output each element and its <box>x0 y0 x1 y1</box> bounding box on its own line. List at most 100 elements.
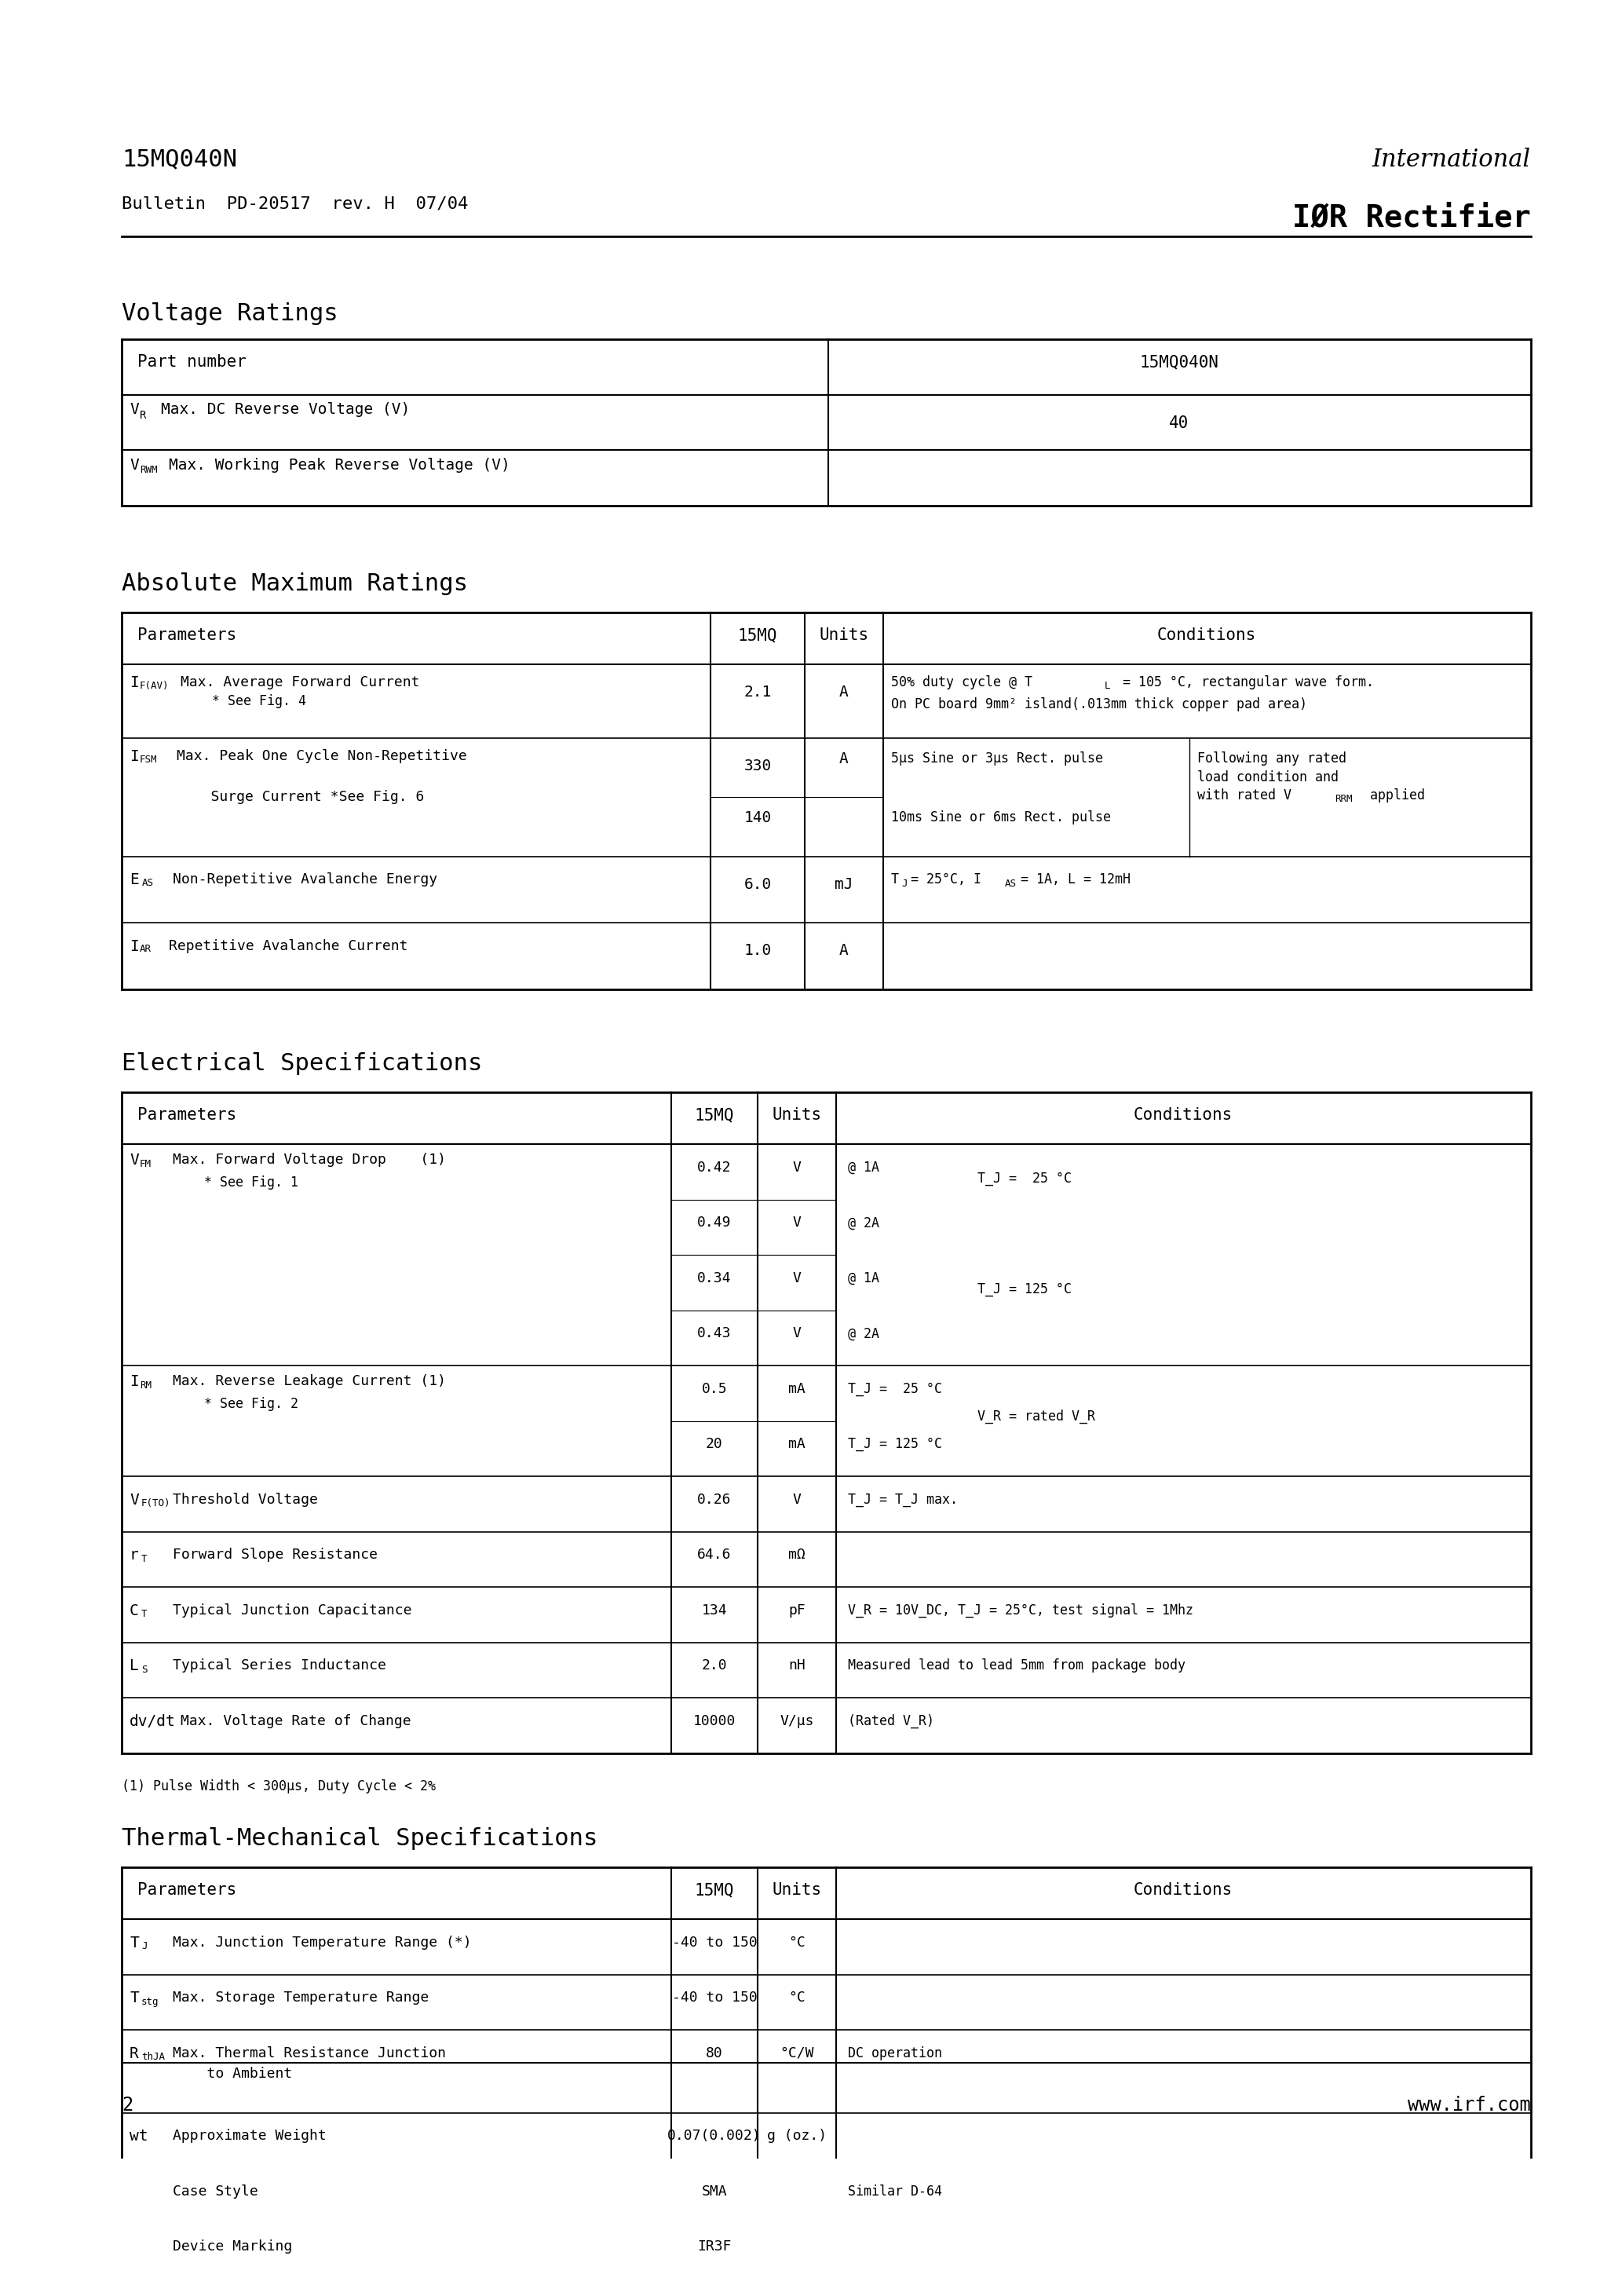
Text: Parameters: Parameters <box>138 627 237 643</box>
Text: E: E <box>130 872 139 889</box>
Text: 0.49: 0.49 <box>697 1217 732 1231</box>
Text: RRM: RRM <box>1335 794 1353 804</box>
Text: 15MQ: 15MQ <box>694 1107 735 1123</box>
Text: Case Style: Case Style <box>172 2183 258 2200</box>
Text: (1) Pulse Width < 300μs, Duty Cycle < 2%: (1) Pulse Width < 300μs, Duty Cycle < 2% <box>122 1779 436 1793</box>
Text: Approximate Weight: Approximate Weight <box>172 2128 326 2142</box>
Text: Measured lead to lead 5mm from package body: Measured lead to lead 5mm from package b… <box>848 1658 1186 1674</box>
Text: C: C <box>130 1603 139 1619</box>
Text: T_J =  25 °C: T_J = 25 °C <box>848 1382 942 1396</box>
Text: T_J =  25 °C: T_J = 25 °C <box>978 1171 1072 1185</box>
Text: pF: pF <box>788 1603 806 1616</box>
Text: T: T <box>130 1936 139 1949</box>
Text: 0.34: 0.34 <box>697 1272 732 1286</box>
Text: RM: RM <box>139 1380 151 1391</box>
Text: A: A <box>839 944 848 957</box>
Text: Max. Storage Temperature Range: Max. Storage Temperature Range <box>172 1991 428 2004</box>
Text: 15MQ040N: 15MQ040N <box>1140 354 1218 370</box>
Text: @ 2A: @ 2A <box>848 1217 879 1231</box>
Text: F(TO): F(TO) <box>141 1499 170 1508</box>
Text: AS: AS <box>1006 879 1017 889</box>
Text: V: V <box>130 1492 139 1508</box>
Text: I: I <box>130 675 139 691</box>
Text: Surge Current *See Fig. 6: Surge Current *See Fig. 6 <box>177 790 425 804</box>
Text: A: A <box>839 684 848 700</box>
Text: * See Fig. 2: * See Fig. 2 <box>172 1396 298 1410</box>
Text: T_J = 125 °C: T_J = 125 °C <box>848 1437 942 1451</box>
Text: Device Marking: Device Marking <box>172 2239 292 2255</box>
Text: °C: °C <box>788 1991 806 2004</box>
Text: 20: 20 <box>706 1437 723 1451</box>
Text: * See Fig. 1: * See Fig. 1 <box>172 1176 298 1189</box>
Text: V: V <box>793 1159 801 1176</box>
Text: F(AV): F(AV) <box>139 680 169 691</box>
Text: V: V <box>793 1272 801 1286</box>
Text: to Ambient: to Ambient <box>172 2066 292 2080</box>
Text: Units: Units <box>772 1107 822 1123</box>
Text: 2.0: 2.0 <box>702 1658 727 1674</box>
Text: Conditions: Conditions <box>1134 1883 1233 1899</box>
Text: V: V <box>793 1492 801 1506</box>
Text: V: V <box>793 1327 801 1341</box>
Text: dv/dt: dv/dt <box>130 1715 175 1729</box>
Text: 15MQ: 15MQ <box>694 1883 735 1899</box>
Text: DC operation: DC operation <box>848 2046 942 2060</box>
Text: www.irf.com: www.irf.com <box>1408 2096 1531 2115</box>
Text: (Rated V_R): (Rated V_R) <box>848 1715 934 1729</box>
Text: 80: 80 <box>706 2046 723 2060</box>
Text: Electrical Specifications: Electrical Specifications <box>122 1052 482 1075</box>
Text: V: V <box>793 1217 801 1231</box>
Text: Voltage Ratings: Voltage Ratings <box>122 303 337 326</box>
Text: Similar D-64: Similar D-64 <box>848 2183 942 2200</box>
Text: Conditions: Conditions <box>1156 627 1257 643</box>
Text: = 25°C, I: = 25°C, I <box>910 872 981 886</box>
Text: 6.0: 6.0 <box>744 877 772 891</box>
Text: Max. Working Peak Reverse Voltage (V): Max. Working Peak Reverse Voltage (V) <box>169 457 509 473</box>
Text: 330: 330 <box>744 760 772 774</box>
Text: V/μs: V/μs <box>780 1715 814 1729</box>
Text: 5μs Sine or 3μs Rect. pulse: 5μs Sine or 3μs Rect. pulse <box>890 751 1103 765</box>
Text: Parameters: Parameters <box>138 1883 237 1899</box>
Text: IØR Rectifier: IØR Rectifier <box>1293 202 1531 232</box>
Text: Max. Peak One Cycle Non-Repetitive: Max. Peak One Cycle Non-Repetitive <box>177 748 467 762</box>
Text: wt: wt <box>130 2128 148 2144</box>
Text: thJA: thJA <box>141 2053 165 2062</box>
Text: 0.43: 0.43 <box>697 1327 732 1341</box>
Text: L: L <box>1105 680 1111 691</box>
Text: Absolute Maximum Ratings: Absolute Maximum Ratings <box>122 572 467 595</box>
Text: Units: Units <box>819 627 869 643</box>
Text: V: V <box>130 1153 139 1169</box>
Text: Following any rated: Following any rated <box>1197 751 1346 765</box>
Text: = 105 °C, rectangular wave form.: = 105 °C, rectangular wave form. <box>1114 675 1374 689</box>
Text: Max. Voltage Rate of Change: Max. Voltage Rate of Change <box>180 1715 410 1729</box>
Text: International: International <box>1372 147 1531 172</box>
Text: T: T <box>130 1991 139 2007</box>
Text: 10000: 10000 <box>693 1715 736 1729</box>
Text: @ 2A: @ 2A <box>848 1327 879 1341</box>
Text: V: V <box>130 457 139 473</box>
Text: applied: applied <box>1362 788 1426 804</box>
Text: J: J <box>141 1942 148 1952</box>
Text: Typical Junction Capacitance: Typical Junction Capacitance <box>172 1603 412 1616</box>
Text: 2: 2 <box>122 2096 133 2115</box>
Text: J: J <box>902 879 907 889</box>
Text: Max. DC Reverse Voltage (V): Max. DC Reverse Voltage (V) <box>161 402 410 418</box>
Text: On PC board 9mm² island(.013mm thick copper pad area): On PC board 9mm² island(.013mm thick cop… <box>890 698 1307 712</box>
Text: * See Fig. 4: * See Fig. 4 <box>180 693 307 707</box>
Text: A: A <box>839 751 848 767</box>
Text: AR: AR <box>139 944 151 955</box>
Text: 10ms Sine or 6ms Rect. pulse: 10ms Sine or 6ms Rect. pulse <box>890 810 1111 824</box>
Text: V_R = rated V_R: V_R = rated V_R <box>978 1410 1095 1424</box>
Text: RWM: RWM <box>139 466 157 475</box>
Text: = 1A, L = 12mH: = 1A, L = 12mH <box>1020 872 1131 886</box>
Text: Thermal-Mechanical Specifications: Thermal-Mechanical Specifications <box>122 1828 599 1851</box>
Text: 40: 40 <box>1169 416 1189 432</box>
Text: mJ: mJ <box>835 877 853 891</box>
Text: Max. Reverse Leakage Current (1): Max. Reverse Leakage Current (1) <box>172 1375 446 1389</box>
Text: Forward Slope Resistance: Forward Slope Resistance <box>172 1548 378 1561</box>
Text: 0.42: 0.42 <box>697 1159 732 1176</box>
Text: Max. Average Forward Current: Max. Average Forward Current <box>180 675 420 689</box>
Text: load condition and: load condition and <box>1197 769 1338 783</box>
Text: 140: 140 <box>744 810 772 827</box>
Text: nH: nH <box>788 1658 806 1674</box>
